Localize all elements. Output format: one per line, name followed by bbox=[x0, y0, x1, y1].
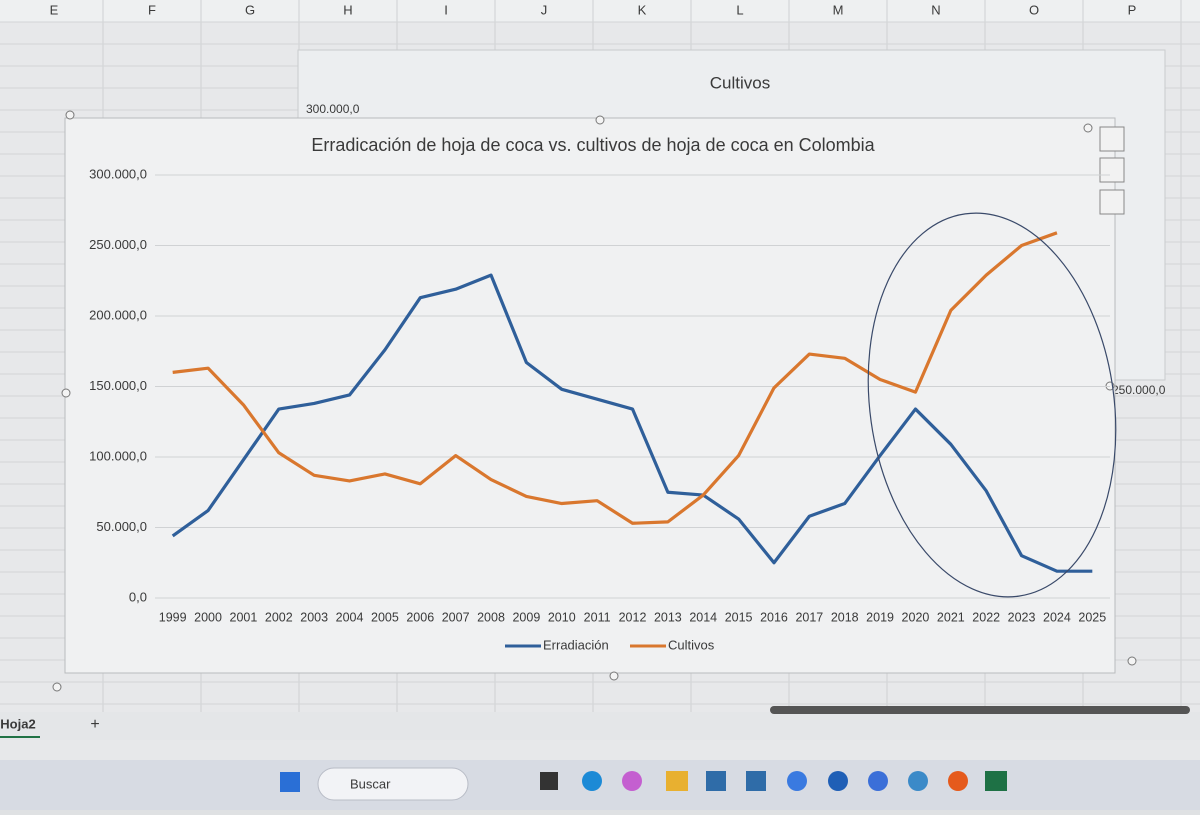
x-tick-label: 2020 bbox=[902, 610, 930, 624]
x-tick-label: 2016 bbox=[760, 610, 788, 624]
x-tick-label: 2014 bbox=[689, 610, 717, 624]
y-tick-label: 50.000,0 bbox=[96, 519, 147, 534]
x-tick-label: 2024 bbox=[1043, 610, 1071, 624]
add-sheet[interactable]: + bbox=[90, 716, 99, 733]
column-header: H bbox=[343, 2, 352, 17]
column-header: M bbox=[833, 2, 844, 17]
x-tick-label: 2004 bbox=[336, 610, 364, 624]
x-tick-label: 2005 bbox=[371, 610, 399, 624]
scrollbar[interactable] bbox=[770, 706, 1190, 714]
plot: 0,0 50.000,0 100.000,0 150.000,0 200.000,0 25… bbox=[89, 166, 1110, 652]
x-tick-label: 2010 bbox=[548, 610, 576, 624]
x-tick-label: 2000 bbox=[194, 610, 222, 624]
x-tick-label: 2018 bbox=[831, 610, 859, 624]
background-chart-tick: 300.000,0 bbox=[306, 102, 360, 116]
column-header: E bbox=[50, 2, 59, 17]
y-tick-label: 200.000,0 bbox=[89, 307, 147, 322]
series-line bbox=[171, 273, 1093, 573]
y-tick-label: 150.000,0 bbox=[89, 378, 147, 393]
y-tick-label: 250.000,0 bbox=[89, 237, 147, 252]
search-box[interactable] bbox=[317, 767, 469, 801]
series-line bbox=[172, 231, 1058, 525]
search-label: Buscar bbox=[350, 776, 391, 791]
column-header: O bbox=[1029, 2, 1039, 17]
column-header: J bbox=[541, 2, 548, 17]
x-tick-label: 2013 bbox=[654, 610, 682, 624]
taskbar-icons[interactable] bbox=[280, 771, 1007, 792]
hand-drawn-ellipse bbox=[867, 212, 1117, 598]
x-tick-label: 2012 bbox=[619, 610, 647, 624]
x-tick-label: 2015 bbox=[725, 610, 753, 624]
column-header: K bbox=[638, 2, 647, 17]
column-header: L bbox=[736, 2, 743, 17]
x-tick-label: 2008 bbox=[477, 610, 505, 624]
x-tick-label: 2019 bbox=[866, 610, 894, 624]
x-tick-label: 2017 bbox=[795, 610, 823, 624]
sheet-tab-bar bbox=[0, 712, 1200, 740]
x-tick-label: 2007 bbox=[442, 610, 470, 624]
chart-tools[interactable] bbox=[1099, 126, 1125, 215]
column-header: I bbox=[444, 2, 448, 17]
x-tick-label: 2022 bbox=[972, 610, 1000, 624]
x-tick-label: 2002 bbox=[265, 610, 293, 624]
x-tick-label: 1999 bbox=[159, 610, 187, 624]
legend-label: Erradiación bbox=[543, 637, 609, 652]
column-header: F bbox=[148, 2, 156, 17]
x-tick-label: 2009 bbox=[512, 610, 540, 624]
y-tick-label: 300.000,0 bbox=[89, 166, 147, 181]
sheet-tab[interactable]: Hoja2 bbox=[0, 716, 35, 731]
x-tick-label: 2011 bbox=[584, 610, 611, 624]
y-tick-label: 0,0 bbox=[129, 589, 147, 604]
column-header-bar bbox=[0, 0, 1200, 22]
column-header: N bbox=[931, 2, 940, 17]
x-tick-label: 2006 bbox=[406, 610, 434, 624]
column-header: P bbox=[1128, 2, 1137, 17]
column-header: G bbox=[245, 2, 255, 17]
x-tick-label: 2025 bbox=[1078, 610, 1106, 624]
x-tick-label: 2023 bbox=[1008, 610, 1036, 624]
background-chart-tick: 250.000,0 bbox=[1112, 383, 1166, 397]
chart-title: Erradicación de hoja de coca vs. cultivo… bbox=[311, 135, 875, 155]
x-tick-label: 2001 bbox=[230, 610, 258, 624]
background-chart-title: Cultivos bbox=[710, 73, 770, 92]
x-tick-label: 2021 bbox=[937, 610, 965, 624]
chart-area[interactable] bbox=[64, 117, 1116, 674]
legend-label: Cultivos bbox=[668, 637, 715, 652]
x-tick-label: 2003 bbox=[300, 610, 328, 624]
y-tick-label: 100.000,0 bbox=[89, 448, 147, 463]
